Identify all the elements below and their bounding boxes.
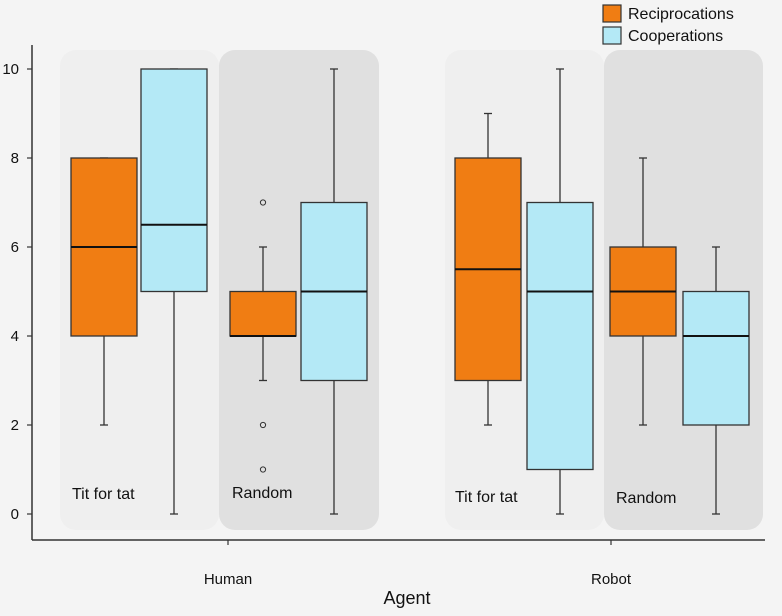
- box-reciprocations: [454, 112, 522, 426]
- outlier-point: [259, 466, 267, 473]
- y-tick-label: 4: [11, 328, 19, 345]
- box-cooperations: [526, 68, 594, 515]
- condition-panel: [219, 50, 379, 530]
- y-tick-label: 8: [11, 150, 19, 167]
- legend: Reciprocations Cooperations: [602, 4, 734, 45]
- x-tick-label: Human: [204, 571, 252, 588]
- y-tick-label: 10: [2, 61, 19, 78]
- y-tick-label: 6: [11, 239, 19, 256]
- panel-label: Random: [616, 490, 676, 507]
- x-tick-label: Robot: [591, 571, 632, 588]
- outlier-point: [259, 421, 267, 429]
- panel-label: Tit for tat: [72, 486, 135, 503]
- box-reciprocations: [609, 157, 677, 426]
- box-reciprocations: [70, 157, 138, 426]
- box-iqr: [140, 68, 208, 293]
- box-iqr: [682, 290, 750, 426]
- legend-label: Reciprocations: [628, 6, 734, 23]
- box-series: [70, 68, 750, 515]
- box-cooperations: [140, 68, 208, 515]
- legend-swatch: [602, 26, 622, 45]
- box-iqr: [229, 290, 297, 337]
- box-reciprocations: [229, 199, 297, 473]
- legend-swatch: [602, 4, 622, 23]
- box-iqr: [526, 201, 594, 471]
- x-axis-title: Agent: [383, 588, 430, 608]
- y-tick-label: 0: [11, 506, 19, 523]
- legend-label: Cooperations: [628, 28, 723, 45]
- panel-label: Tit for tat: [455, 489, 518, 506]
- panel-label: Random: [232, 485, 292, 502]
- box-cooperations: [682, 246, 750, 515]
- y-tick-label: 2: [11, 417, 19, 434]
- condition-panels: [60, 50, 763, 530]
- outlier-point: [259, 199, 267, 206]
- panel-labels: Tit for tat Random Tit for tat Random: [72, 485, 676, 507]
- axes: 0 2 4 6 8 10 Human Robot Agent: [2, 45, 765, 608]
- box-cooperations: [300, 68, 368, 515]
